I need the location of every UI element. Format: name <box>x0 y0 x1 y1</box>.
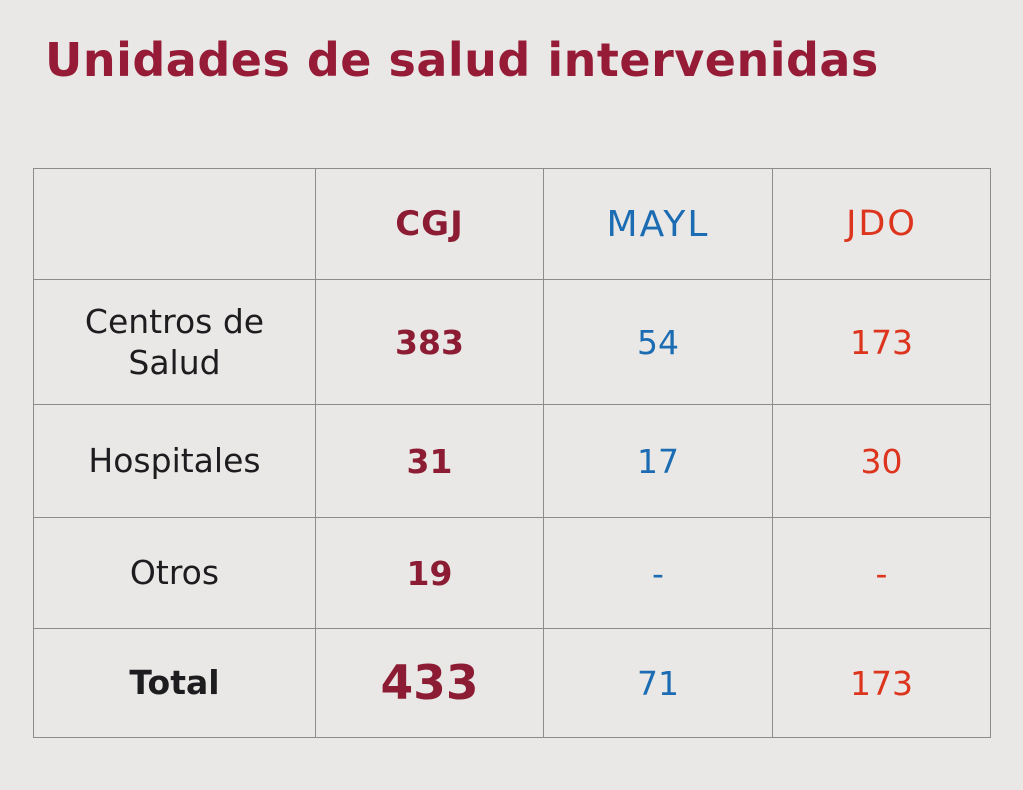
row-label-centros-de-salud: Centros de Salud <box>33 279 316 405</box>
row-label-otros: Otros <box>33 517 316 629</box>
value-otros-mayl: - <box>543 517 773 629</box>
value-centros-jdo: 173 <box>772 279 991 405</box>
value-otros-jdo: - <box>772 517 991 629</box>
row-label-total: Total <box>33 628 316 738</box>
value-total-cgj: 433 <box>315 628 544 738</box>
page-title: Unidades de salud intervenidas <box>45 33 879 87</box>
value-hospitales-mayl: 17 <box>543 404 773 518</box>
value-otros-cgj: 19 <box>315 517 544 629</box>
value-total-jdo: 173 <box>772 628 991 738</box>
row-label-hospitales: Hospitales <box>33 404 316 518</box>
value-total-mayl: 71 <box>543 628 773 738</box>
table-row-otros: Otros 19 - - <box>33 517 991 629</box>
value-centros-cgj: 383 <box>315 279 544 405</box>
header-cell-empty <box>33 168 316 280</box>
header-cell-mayl: MAYL <box>543 168 773 280</box>
table-row-centros-de-salud: Centros de Salud 383 54 173 <box>33 279 991 405</box>
table-row-total: Total 433 71 173 <box>33 628 991 738</box>
health-units-table: CGJ MAYL JDO Centros de Salud 383 54 173… <box>33 168 991 738</box>
value-hospitales-cgj: 31 <box>315 404 544 518</box>
value-centros-mayl: 54 <box>543 279 773 405</box>
header-cell-jdo: JDO <box>772 168 991 280</box>
table-row-hospitales: Hospitales 31 17 30 <box>33 404 991 518</box>
header-cell-cgj: CGJ <box>315 168 544 280</box>
value-hospitales-jdo: 30 <box>772 404 991 518</box>
table-header-row: CGJ MAYL JDO <box>33 168 991 280</box>
